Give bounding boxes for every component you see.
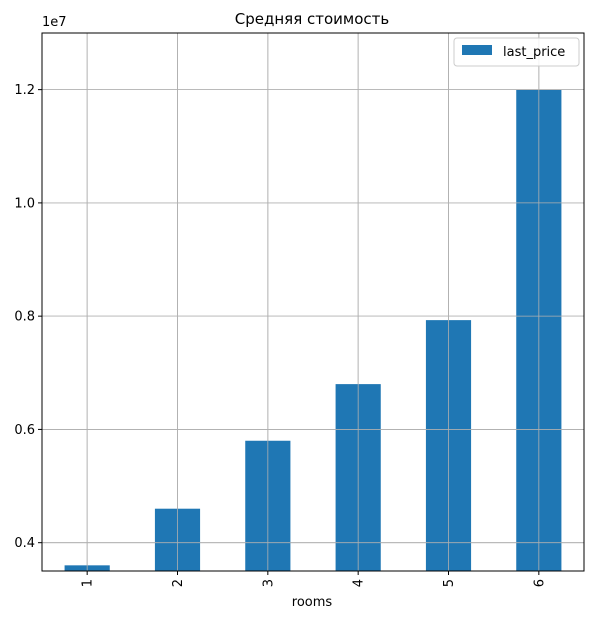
legend-swatch: [462, 45, 492, 55]
y-tick-label: 1.2: [14, 83, 35, 98]
bars-layer: [42, 33, 584, 571]
legend: last_price: [453, 37, 580, 67]
x-axis-label: rooms: [292, 595, 333, 610]
ticks-layer: 0.4 0.6 0.8 1.0 1.2 1 2 3 4 5 6: [14, 83, 547, 587]
legend-label: last_price: [503, 45, 565, 60]
y-tick-label: 0.6: [14, 423, 35, 438]
x-tick-label: 3: [261, 579, 276, 587]
chart-title: Средняя стоимость: [235, 10, 389, 28]
y-offset-label: 1e7: [42, 15, 67, 30]
x-tick-label: 5: [442, 579, 457, 587]
y-tick-label: 0.4: [14, 536, 35, 551]
y-tick-label: 0.8: [14, 310, 35, 325]
x-tick-label: 4: [352, 579, 367, 587]
plot-frame: [41, 32, 585, 572]
x-tick-label: 2: [171, 579, 186, 587]
x-tick-label: 1: [81, 579, 96, 587]
x-tick-label: 6: [532, 579, 547, 587]
grid-layer: [42, 33, 584, 571]
y-tick-label: 1.0: [14, 196, 35, 211]
